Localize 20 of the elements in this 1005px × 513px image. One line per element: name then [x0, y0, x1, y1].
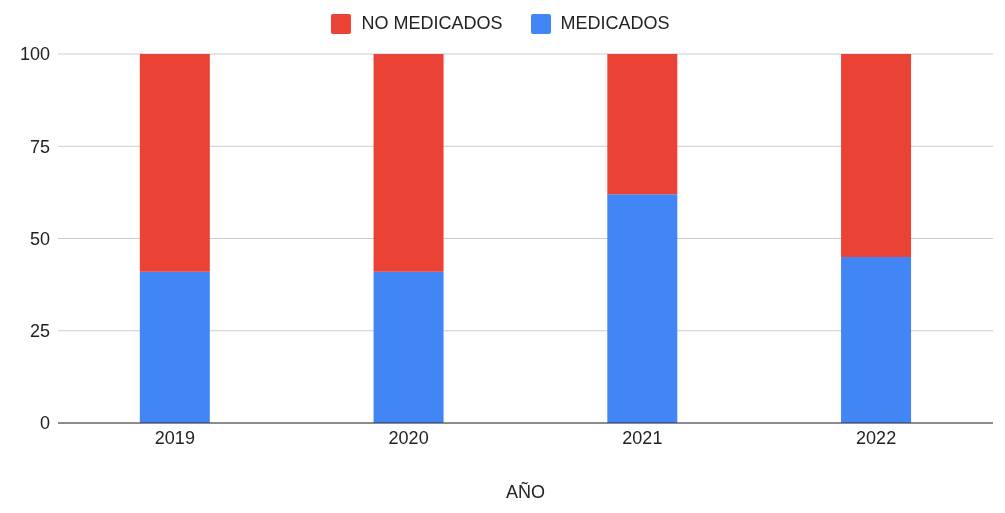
bar: [373, 54, 444, 272]
bar: [139, 54, 210, 272]
bar: [841, 54, 912, 257]
x-tick-label: 2019: [154, 427, 195, 448]
y-tick-label: 0: [39, 413, 50, 434]
bar: [139, 271, 210, 423]
x-axis-title: AÑO: [505, 481, 546, 502]
bar: [373, 271, 444, 423]
legend-label: MEDICADOS: [560, 13, 670, 34]
x-tick-label: 2020: [388, 427, 429, 448]
legend-label: NO MEDICADOS: [361, 13, 503, 34]
y-tick-label: 25: [29, 321, 50, 342]
y-tick-label: 100: [19, 44, 50, 65]
x-tick-label: 2021: [622, 427, 663, 448]
x-tick-label: 2022: [856, 427, 897, 448]
bar: [841, 256, 912, 423]
bar: [607, 54, 678, 195]
y-tick-label: 75: [29, 136, 50, 157]
y-tick-label: 50: [29, 228, 50, 249]
bar: [607, 194, 678, 423]
